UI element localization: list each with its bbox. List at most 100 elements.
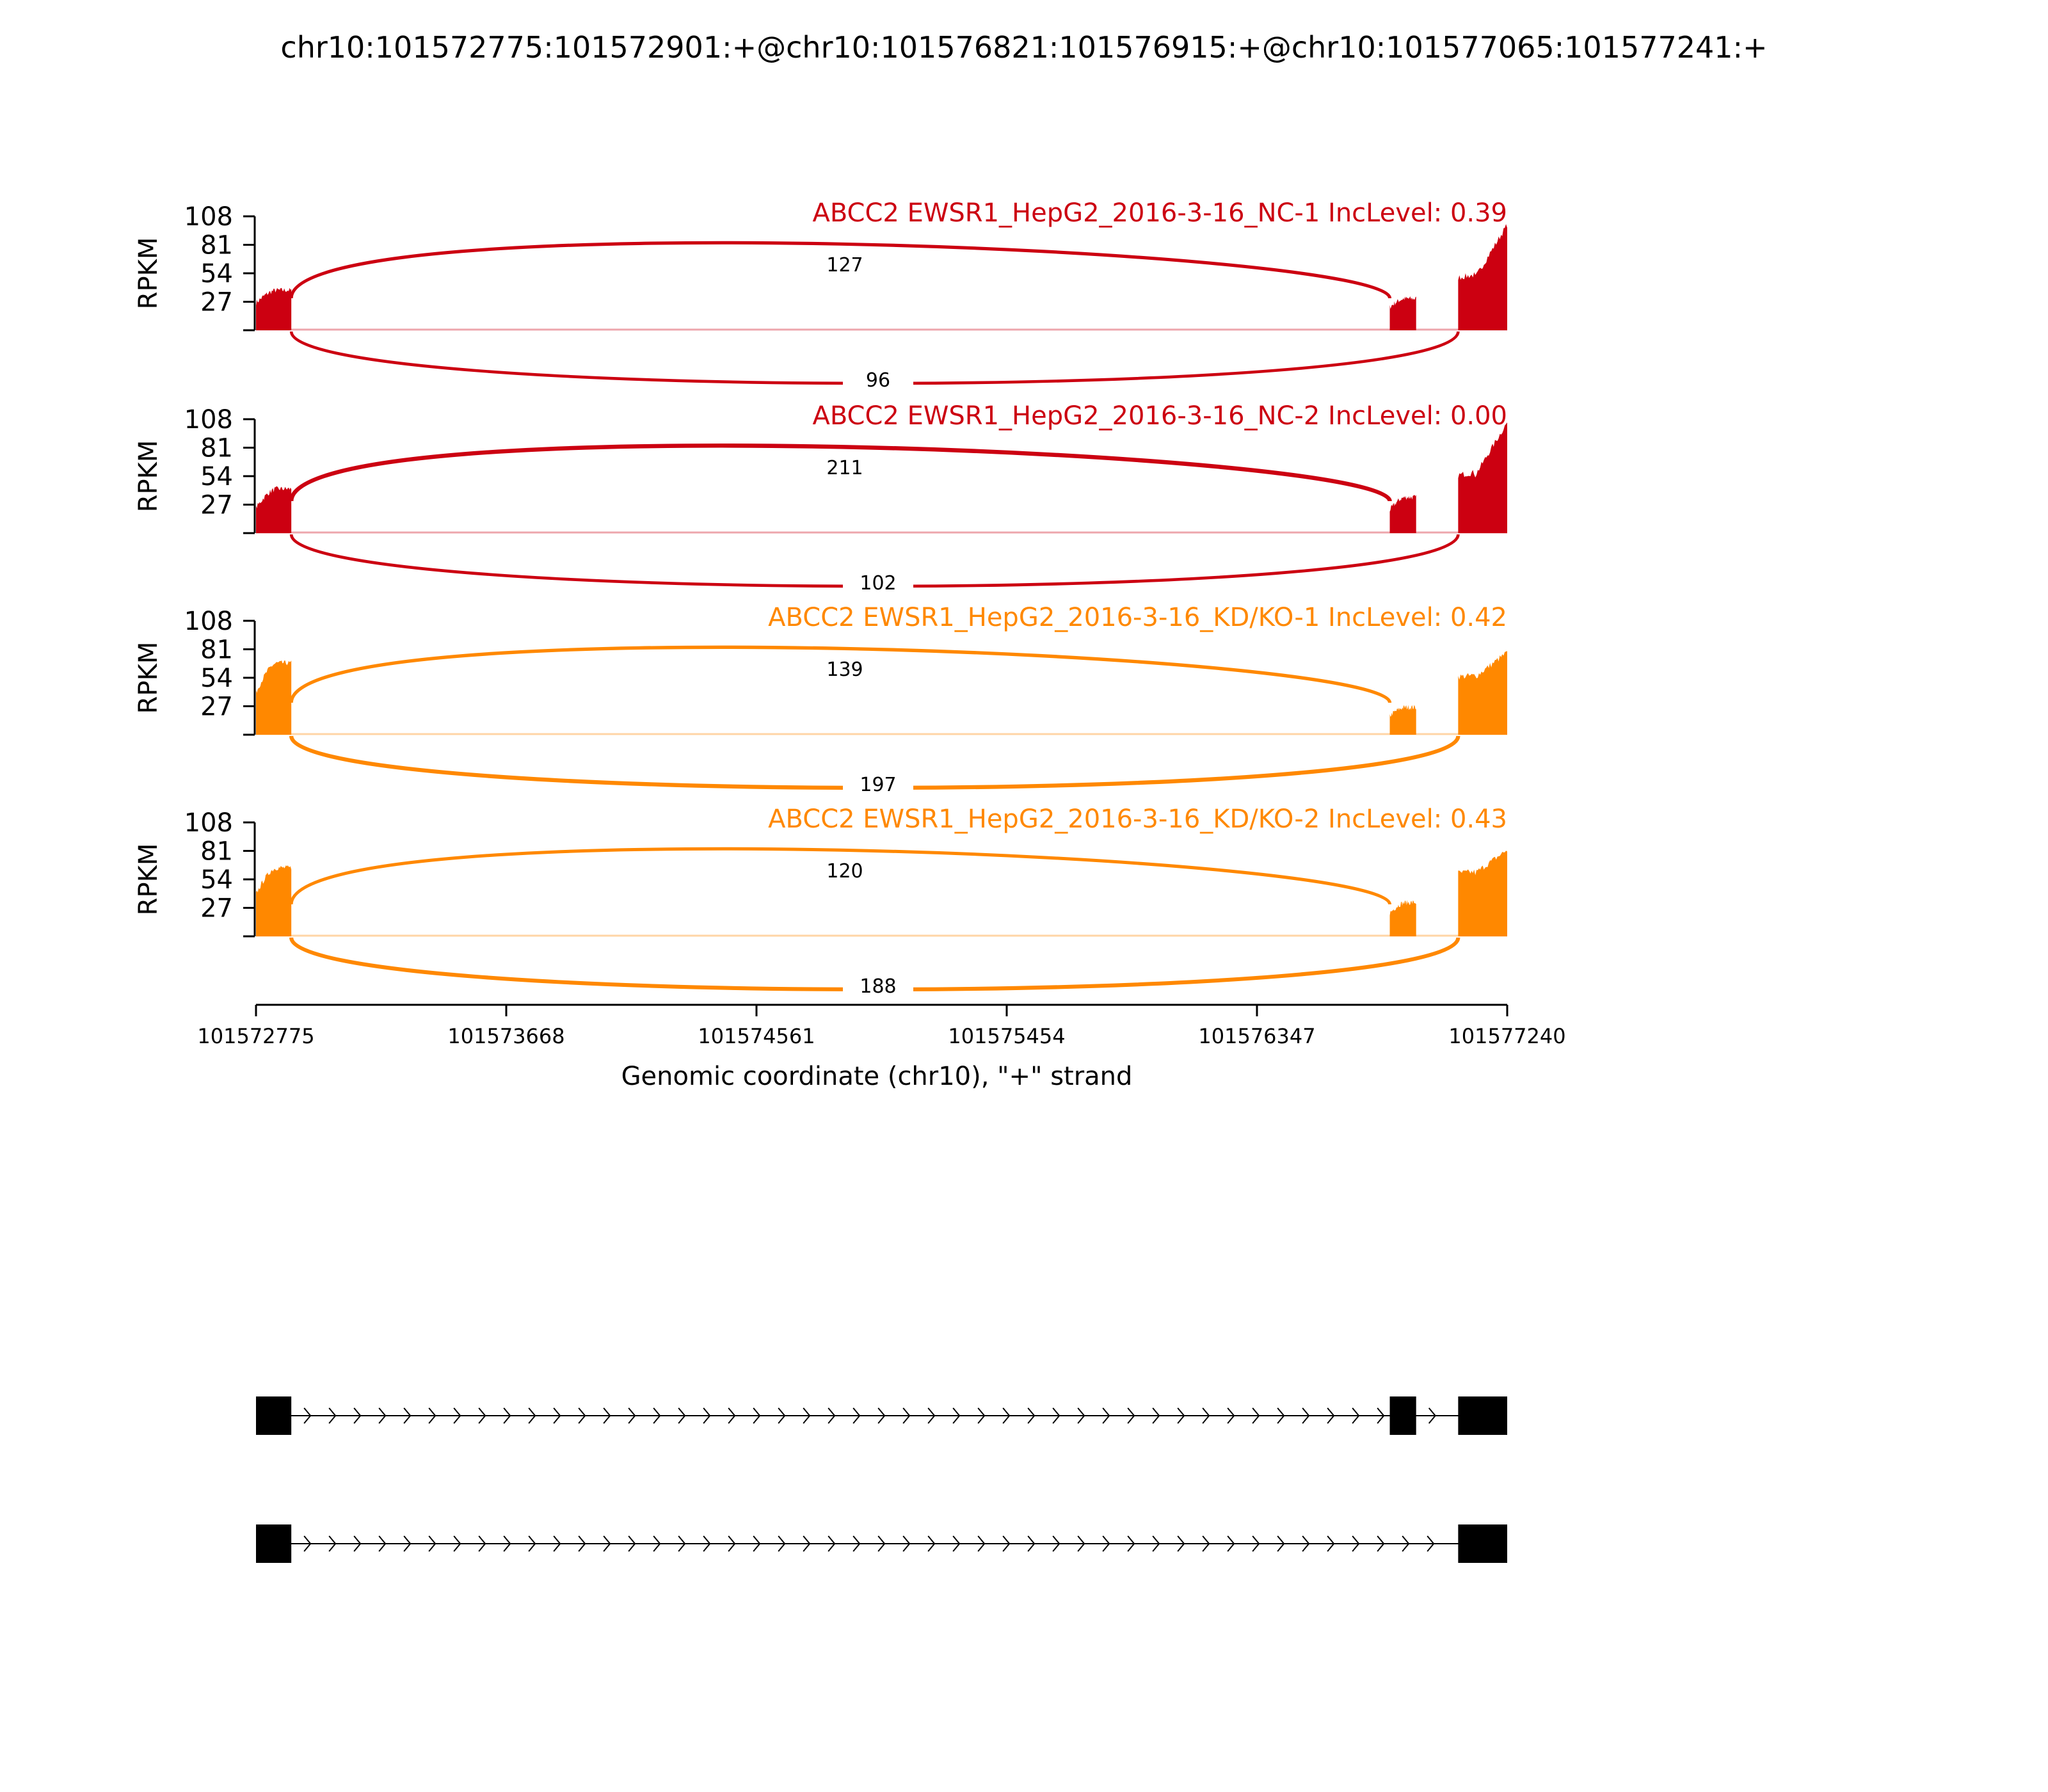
junction-count: 139	[826, 659, 863, 681]
strand-arrow	[653, 1407, 661, 1424]
y-axis-label: RPKM	[134, 642, 163, 714]
strand-arrow	[1428, 1407, 1437, 1424]
y-tick-label: 108	[184, 405, 233, 435]
strand-arrow	[403, 1535, 412, 1552]
y-tick-label: 54	[200, 259, 233, 289]
series-label: ABCC2 EWSR1_HepG2_2016-3-16_NC-2 IncLeve…	[812, 401, 1507, 431]
strand-arrow	[1377, 1535, 1385, 1552]
junction-label-bg	[843, 366, 913, 392]
y-axis-label: RPKM	[134, 440, 163, 513]
strand-arrow	[603, 1407, 611, 1424]
strand-arrow	[952, 1407, 961, 1424]
strand-arrow	[628, 1407, 636, 1424]
strand-arrow	[1227, 1407, 1235, 1424]
strand-arrow	[1152, 1535, 1160, 1552]
y-tick-label: 108	[184, 808, 233, 838]
y-tick-label: 108	[184, 202, 233, 232]
junction-label-bg	[810, 454, 880, 479]
strand-arrow	[528, 1407, 536, 1424]
strand-arrow	[428, 1535, 436, 1552]
junction-count: 197	[860, 774, 896, 796]
exon-coverage	[256, 865, 292, 936]
y-tick-label: 81	[200, 231, 233, 260]
y-tick-label: 54	[200, 462, 233, 492]
strand-arrow	[1077, 1535, 1085, 1552]
strand-arrow	[1252, 1535, 1260, 1552]
junction-arc	[289, 444, 1392, 502]
y-tick-label: 54	[200, 865, 233, 895]
junction-count: 120	[826, 860, 863, 883]
strand-arrow	[478, 1407, 486, 1424]
strand-arrow	[1327, 1535, 1335, 1552]
y-axis-label: RPKM	[134, 237, 163, 310]
strand-arrow	[877, 1535, 886, 1552]
strand-arrow	[852, 1407, 861, 1424]
strand-arrow	[378, 1407, 387, 1424]
y-tick-label: 81	[200, 434, 233, 463]
y-tick-label: 81	[200, 837, 233, 867]
strand-arrow	[678, 1407, 686, 1424]
exon-coverage	[1389, 705, 1416, 735]
strand-arrow	[1327, 1407, 1335, 1424]
junction-arc	[289, 645, 1392, 703]
strand-arrow	[1352, 1407, 1360, 1424]
strand-arrow	[1427, 1535, 1435, 1552]
junction-label-bg	[843, 569, 913, 595]
strand-arrow	[877, 1407, 886, 1424]
strand-arrow	[803, 1407, 811, 1424]
exon-coverage	[1389, 296, 1416, 330]
strand-arrow	[678, 1535, 686, 1552]
y-tick-label: 27	[200, 692, 233, 722]
junction-count: 127	[826, 254, 863, 276]
x-tick-label: 101577240	[1448, 1024, 1565, 1048]
junction-count: 188	[860, 975, 896, 998]
strand-arrow	[1127, 1407, 1135, 1424]
junction-label-bg	[810, 655, 880, 681]
isoform-exon	[1458, 1396, 1507, 1435]
exon-coverage	[256, 287, 292, 330]
strand-arrow	[728, 1535, 736, 1552]
strand-arrow	[778, 1535, 786, 1552]
chart-title: chr10:101572775:101572901:+@chr10:101576…	[280, 30, 1767, 65]
strand-arrow	[828, 1407, 836, 1424]
strand-arrow	[328, 1407, 337, 1424]
isoform-exon	[256, 1396, 292, 1435]
junction-count: 211	[826, 457, 863, 479]
strand-arrow	[378, 1535, 387, 1552]
x-axis: 101572775 101573668 101574561 101575454 1015…	[197, 1004, 1566, 1048]
strand-arrow	[902, 1535, 911, 1552]
strand-arrow	[403, 1407, 412, 1424]
strand-arrow	[1402, 1535, 1410, 1552]
strand-arrow	[1302, 1535, 1310, 1552]
strand-arrow	[1052, 1407, 1060, 1424]
junction-label-bg	[843, 771, 913, 796]
junction-label-bg	[843, 972, 913, 998]
strand-arrow	[927, 1535, 936, 1552]
exon-coverage	[1458, 224, 1507, 330]
strand-arrow	[1277, 1407, 1285, 1424]
exon-coverage	[1458, 851, 1507, 936]
strand-arrow	[1077, 1407, 1085, 1424]
strand-arrow	[528, 1535, 536, 1552]
junction-arc	[289, 847, 1392, 905]
strand-arrow	[503, 1407, 511, 1424]
y-axis-label: RPKM	[134, 844, 163, 916]
exon-coverage	[256, 486, 292, 533]
strand-arrow	[303, 1407, 312, 1424]
x-axis-label: Genomic coordinate (chr10), "+" strand	[621, 1062, 1133, 1091]
strand-arrow	[328, 1535, 337, 1552]
series-label: ABCC2 EWSR1_HepG2_2016-3-16_KD/KO-2 IncL…	[768, 804, 1507, 834]
isoform-exon	[1389, 1396, 1416, 1435]
strand-arrow	[353, 1535, 362, 1552]
strand-arrow	[1377, 1407, 1385, 1424]
strand-arrow	[778, 1407, 786, 1424]
strand-arrow	[478, 1535, 486, 1552]
strand-arrow	[303, 1535, 312, 1552]
strand-arrow	[753, 1407, 761, 1424]
y-tick-label: 81	[200, 636, 233, 665]
